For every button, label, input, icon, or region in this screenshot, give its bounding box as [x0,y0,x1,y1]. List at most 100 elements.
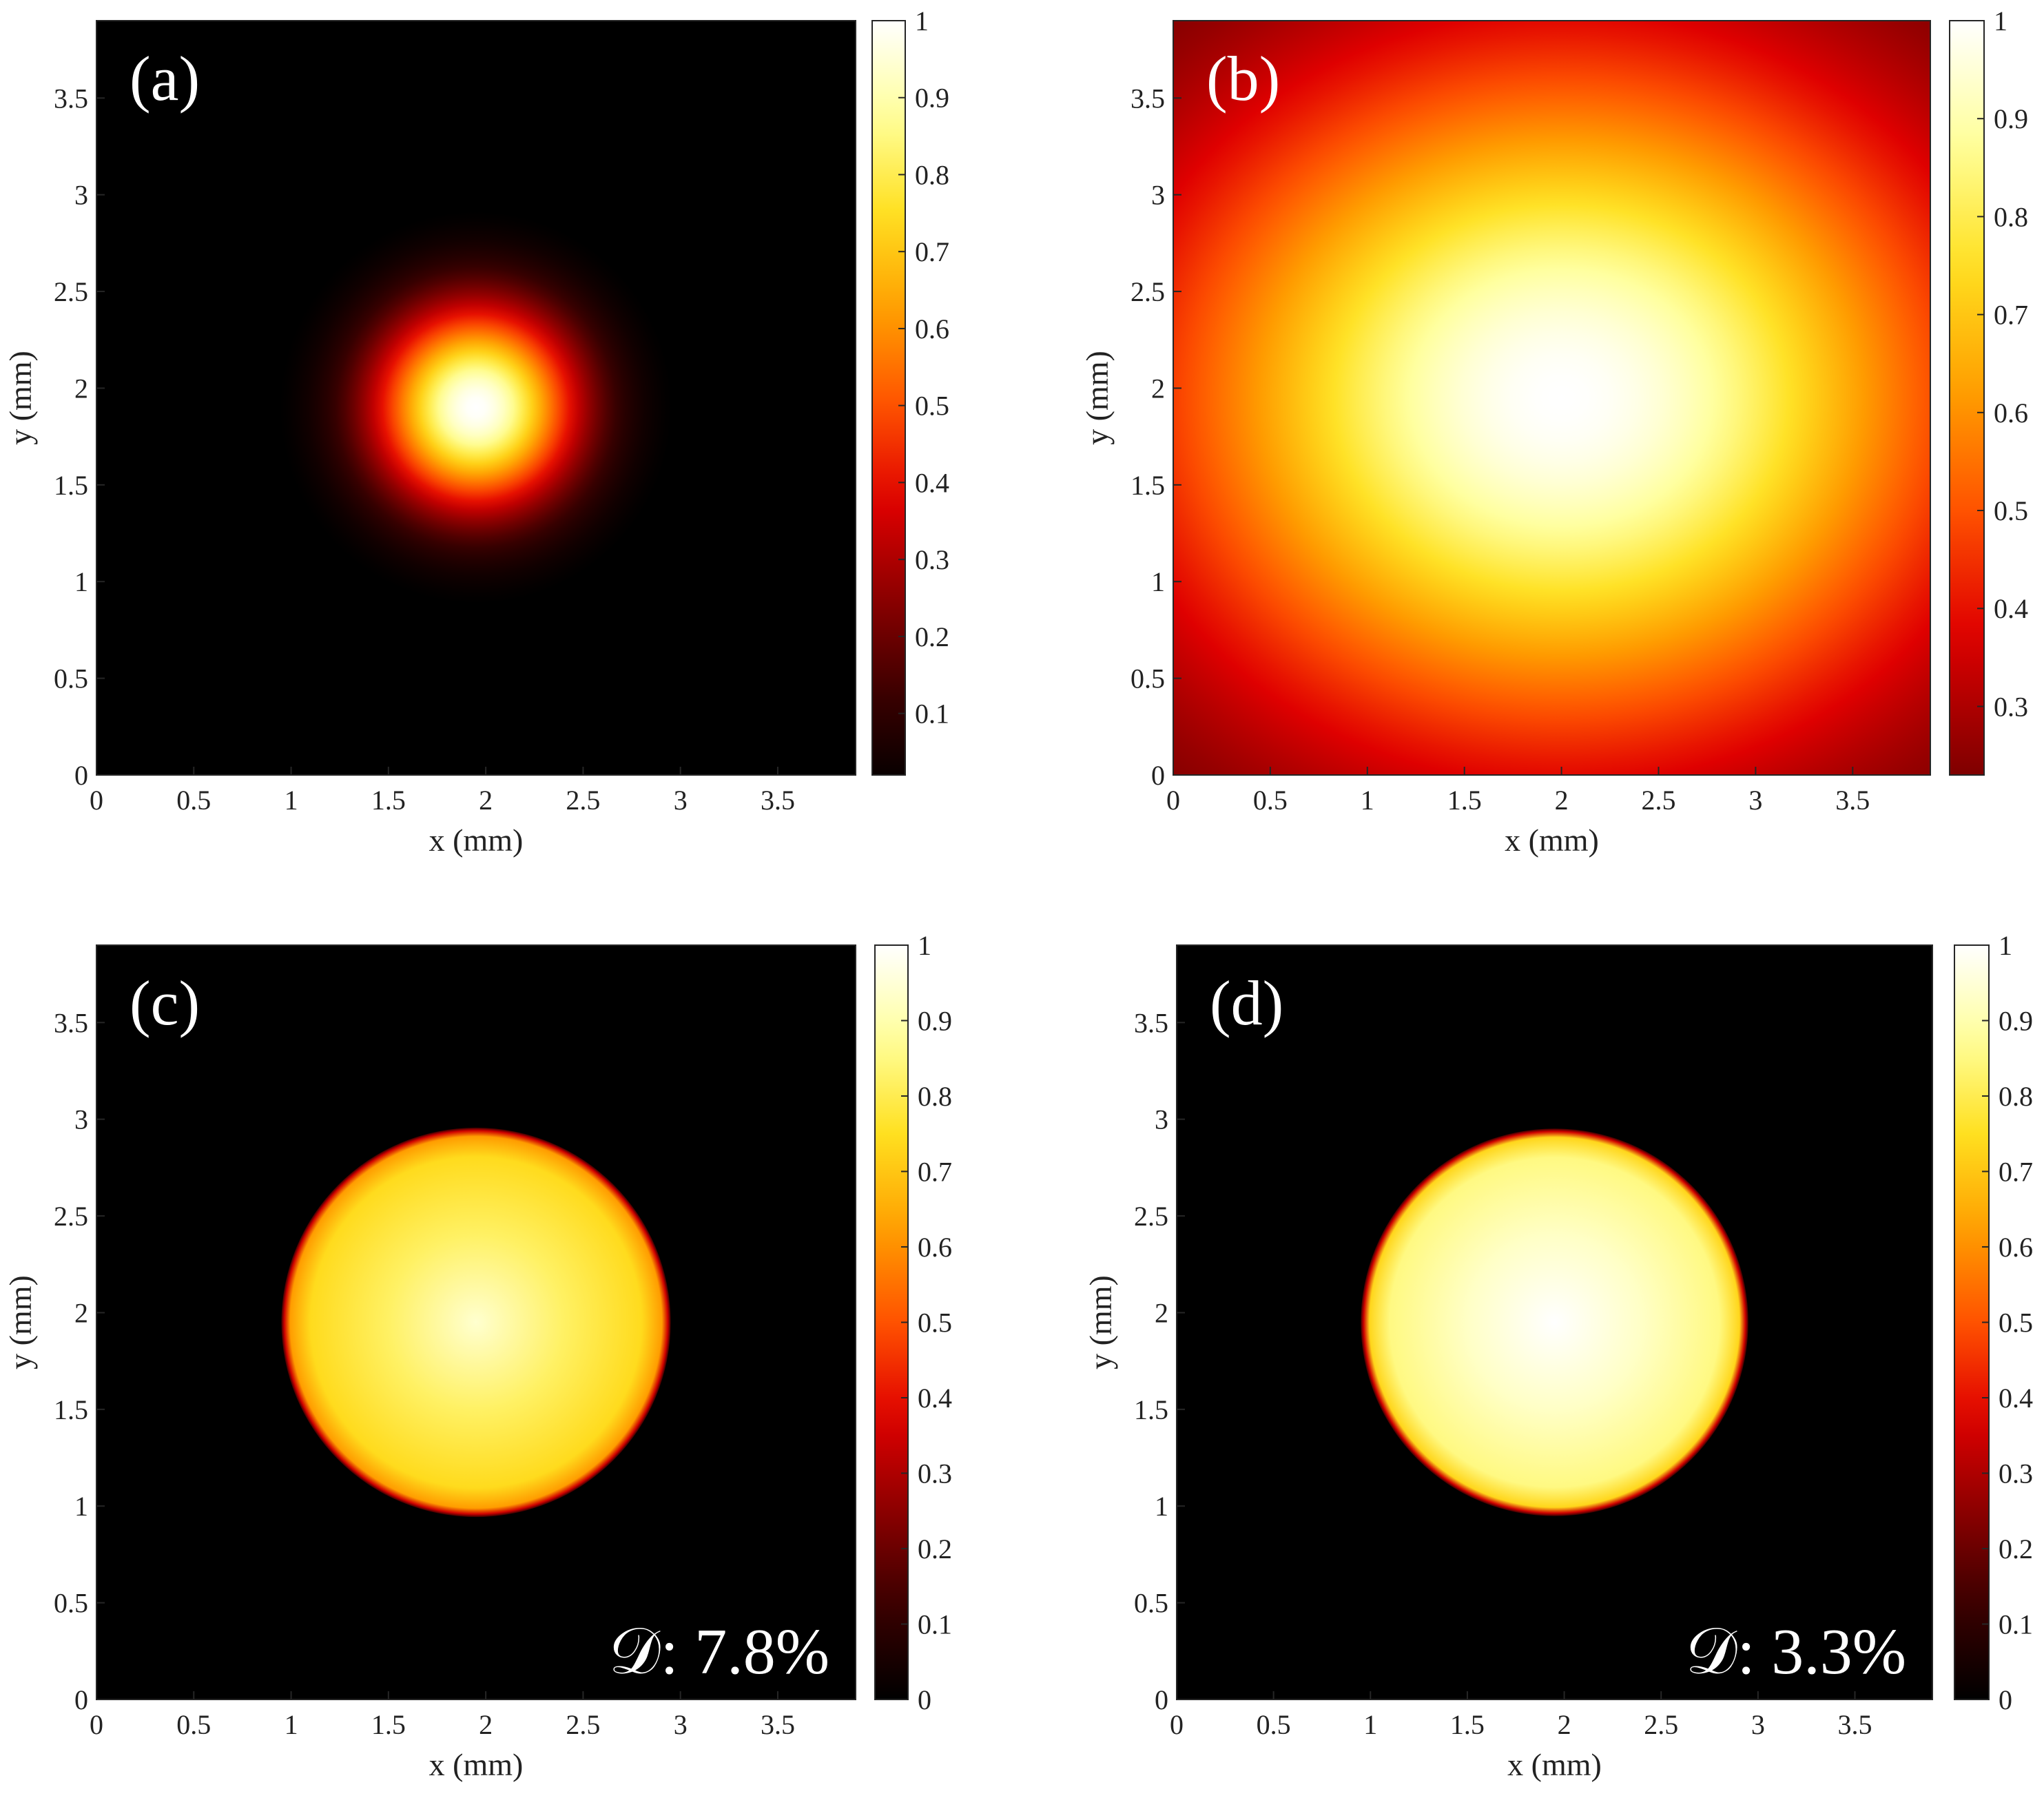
x-tick-label: 2.5 [566,1709,600,1740]
colorbar-tick-label: 0.7 [918,1157,952,1188]
x-tick-label: 1.5 [1447,785,1482,816]
colorbar-tick-label: 0.4 [1994,593,2028,624]
y-tick-label: 3.5 [1134,1007,1168,1038]
y-tick-label: 0 [74,760,88,791]
colorbar-tick-label: 0.9 [1994,103,2028,134]
x-tick-label: 0.5 [1253,785,1288,816]
y-axis-label: y (mm) [1083,1275,1118,1370]
y-tick-label: 2 [1151,373,1165,404]
x-tick-label: 1 [1361,785,1374,816]
x-tick-label: 1.5 [1450,1709,1485,1740]
colorbar-tick-label: 1 [915,6,929,37]
x-tick-label: 2 [1558,1709,1571,1740]
panel-label: (d) [1210,968,1283,1038]
plot-frame [1176,944,1933,1700]
colorbar [871,20,906,776]
x-axis-label: x (mm) [1507,1747,1602,1782]
x-tick-label: 3 [674,785,688,816]
x-tick-label: 1 [285,1709,298,1740]
x-tick-label: 2.5 [566,785,600,816]
colorbar-tick-label: 0.3 [1999,1458,2033,1489]
colorbar-tick-label: 0.8 [918,1081,952,1112]
y-axis-label: y (mm) [3,351,38,445]
y-tick-label: 3 [1155,1104,1168,1135]
heatmap [96,21,856,775]
x-tick-label: 2.5 [1644,1709,1678,1740]
colorbar-tick-label: 0.1 [918,1609,952,1640]
y-tick-label: 2.5 [54,276,88,307]
colorbar-tick-label: 0.3 [918,1458,952,1489]
colorbar-tick-label: 1 [918,930,931,961]
colorbar-tick-label: 0.6 [915,313,949,344]
y-tick-label: 3 [74,180,88,211]
y-tick-label: 0.5 [54,1588,88,1619]
colorbar [1949,20,1985,776]
y-tick-label: 2 [74,373,88,404]
colorbar-tick-label: 0.2 [915,621,949,652]
x-tick-label: 0.5 [176,1709,211,1740]
colorbar-tick-label: 0.6 [1994,397,2028,428]
plot-frame [1173,20,1931,776]
colorbar-tick-label: 0.2 [918,1533,952,1564]
x-axis-label: x (mm) [429,1747,524,1782]
panel-3: 0 0.5 1 1.5 2 2.5 3 3.5 0 0.5 1 1.5 2 2.5 3 3.5 x (mm) y … [3,930,952,1782]
panel-2: 0 0.5 1 1.5 2 2.5 3 3.5 0 0.5 1 1.5 2 2.5 3 3.5 x (mm) y … [1080,6,2028,858]
colorbar-tick-label: 0.5 [1994,495,2028,526]
x-tick-label: 0 [1166,785,1180,816]
x-tick-label: 2 [479,1709,493,1740]
plot-frame [96,944,856,1700]
heatmap [1173,21,1930,775]
y-axis-label: y (mm) [1080,351,1115,445]
colorbar-tick-label: 0.9 [915,83,949,114]
x-tick-label: 0 [90,785,103,816]
x-tick-label: 2 [1555,785,1569,816]
colorbar-tick-label: 0.2 [1999,1533,2033,1564]
uniformity-annotation: 𝒟: 7.8% [609,1616,829,1688]
y-tick-label: 1.5 [54,470,88,501]
colorbar-tick-label: 0.3 [1994,691,2028,722]
y-tick-label: 3.5 [54,1007,88,1038]
colorbar-tick-label: 0.9 [1999,1006,2033,1037]
y-tick-label: 1.5 [1131,470,1165,501]
panel-label: (c) [130,968,200,1038]
x-tick-label: 1.5 [371,785,406,816]
x-tick-label: 3 [674,1709,688,1740]
x-tick-label: 0.5 [176,785,211,816]
colorbar-tick-label: 0.7 [915,236,949,267]
y-tick-label: 1.5 [1134,1394,1168,1425]
y-tick-label: 0 [1151,760,1165,791]
colorbar-tick-label: 0.9 [918,1006,952,1037]
x-tick-label: 1 [1363,1709,1377,1740]
y-tick-label: 0 [74,1684,88,1715]
heatmap [281,1127,671,1518]
x-tick-label: 2 [479,785,493,816]
panel-label: (a) [130,43,200,114]
x-tick-label: 3.5 [761,785,795,816]
colorbar-tick-label: 0.8 [1999,1081,2033,1112]
y-tick-label: 3 [1151,180,1165,211]
colorbar-tick-label: 0.5 [918,1308,952,1339]
y-tick-label: 0.5 [54,663,88,694]
x-axis-label: x (mm) [1505,823,1599,858]
colorbar-tick-label: 1 [1994,6,2007,37]
colorbar-tick-label: 0.6 [918,1232,952,1263]
y-tick-label: 1 [1151,566,1165,597]
y-tick-label: 3 [74,1104,88,1135]
colorbar-tick-label: 0.5 [1999,1308,2033,1339]
colorbar-tick-label: 0.5 [915,391,949,422]
y-tick-label: 2.5 [1134,1201,1168,1232]
y-tick-label: 0 [1155,1684,1168,1715]
x-tick-label: 3 [1751,1709,1765,1740]
x-tick-label: 1.5 [371,1709,406,1740]
colorbar-tick-label: 0.7 [1994,300,2028,331]
y-tick-label: 1 [74,1491,88,1522]
y-tick-label: 3.5 [1131,83,1165,114]
x-tick-label: 3.5 [1835,785,1870,816]
colorbar-tick-label: 0.6 [1999,1232,2033,1263]
colorbar-tick-label: 0.4 [915,467,949,498]
colorbar-tick-label: 1 [1999,930,2012,961]
x-tick-label: 3.5 [1837,1709,1872,1740]
y-tick-label: 0.5 [1134,1588,1168,1619]
colorbar-tick-label: 0.4 [1999,1383,2033,1414]
